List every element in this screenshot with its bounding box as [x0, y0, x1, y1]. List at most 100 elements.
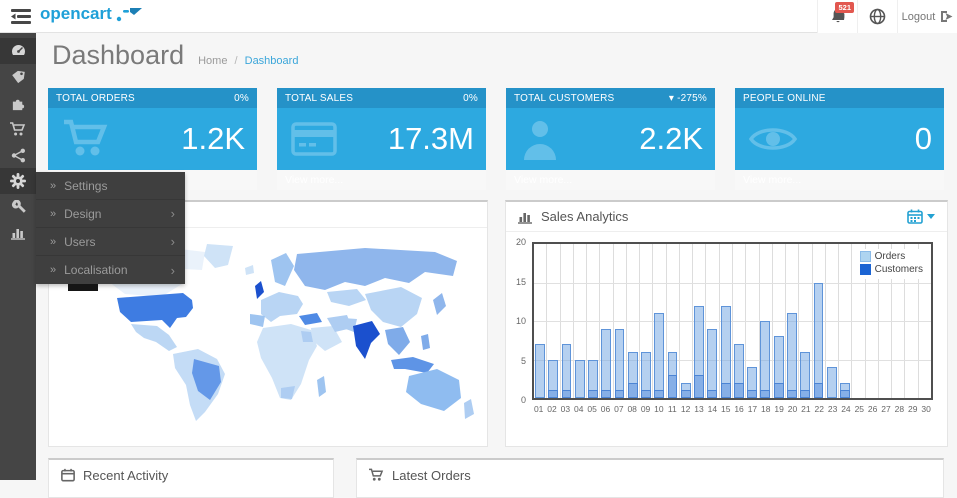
tile-title: TOTAL SALES — [285, 92, 354, 104]
breadcrumb-current-link[interactable]: Dashboard — [244, 55, 299, 67]
orders-swatch — [859, 251, 871, 262]
tile-value: 0 — [914, 121, 932, 156]
sidebar — [0, 33, 36, 480]
user-icon — [524, 121, 556, 160]
caret-down-icon — [927, 214, 935, 219]
customers-bar — [548, 390, 559, 398]
sidebar-item-tools[interactable] — [0, 194, 36, 220]
x-tick-label: 11 — [667, 404, 677, 414]
catalog-tag-icon — [11, 70, 25, 83]
sales-chart-x-axis: 01 02 03 04 05 06 07 08 09 10 11 12 13 14 15 16 17 18 19 20… — [532, 404, 933, 414]
customers-bar — [654, 390, 665, 398]
x-tick-label: 19 — [774, 404, 784, 414]
bar-chart-icon — [518, 212, 532, 224]
customers-bar — [680, 390, 691, 398]
x-tick-label: 22 — [814, 404, 824, 414]
customers-bar — [707, 390, 718, 398]
panel-title: Recent Activity — [83, 467, 169, 483]
tile-badge: ▾ -275% — [668, 92, 707, 104]
customers-swatch — [859, 264, 871, 275]
menu-item-settings[interactable]: » Settings — [36, 172, 185, 200]
double-chevron-icon: » — [50, 207, 57, 220]
x-tick-label: 20 — [787, 404, 798, 414]
tile-people-online: PEOPLE ONLINE 0 View more... — [735, 88, 944, 190]
x-tick-label: 18 — [761, 404, 771, 414]
sidebar-item-marketing[interactable] — [0, 142, 36, 168]
tile-title: TOTAL CUSTOMERS — [514, 92, 615, 104]
sidebar-item-reports[interactable] — [0, 220, 36, 246]
sidebar-item-system[interactable] — [0, 168, 36, 194]
orders-bar — [707, 328, 718, 398]
sidebar-item-sales[interactable] — [0, 116, 36, 142]
x-tick-label: 10 — [654, 404, 664, 414]
tile-badge: 0% — [234, 92, 249, 104]
chevron-right-icon: › — [170, 262, 175, 278]
date-range-button[interactable] — [907, 209, 935, 224]
tools-wrench-icon — [11, 199, 26, 213]
sales-cart-icon — [10, 121, 26, 135]
chevron-right-icon: › — [170, 206, 175, 221]
tile-title: TOTAL ORDERS — [56, 92, 135, 104]
orders-bar — [826, 367, 837, 398]
menu-toggle-icon[interactable] — [11, 7, 33, 26]
breadcrumb-home-link[interactable]: Home — [198, 55, 228, 67]
sales-chart: 0 5 10 15 20 Orders Customers 01 02 03 04 05 06 07… — [506, 232, 947, 446]
chevron-right-icon: › — [170, 234, 175, 249]
sales-analytics-panel: Sales Analytics 0 5 10 15 20 Orders — [505, 200, 948, 447]
x-tick-label: 25 — [854, 404, 865, 414]
x-tick-label: 12 — [680, 404, 691, 414]
menu-item-localisation[interactable]: » Localisation › — [36, 256, 185, 284]
calendar-icon — [61, 468, 75, 482]
x-tick-label: 02 — [547, 404, 557, 414]
view-more-link[interactable]: View more... — [277, 170, 486, 190]
logo-cart-icon — [116, 8, 142, 22]
x-tick-label: 13 — [694, 404, 704, 414]
orders-bar — [574, 359, 585, 398]
panel-title: Sales Analytics — [541, 209, 629, 224]
tile-badge: 0% — [463, 92, 478, 104]
logout-label: Logout — [901, 10, 936, 23]
customers-bar — [800, 390, 811, 398]
top-navbar: opencart 521 Logout — [0, 0, 957, 33]
opencart-logo[interactable]: opencart — [40, 4, 142, 24]
customers-bar — [813, 382, 824, 398]
logo-text: opencart — [40, 4, 112, 23]
customers-bar — [614, 390, 625, 398]
logout-button[interactable]: Logout — [897, 0, 957, 33]
legend-label-orders: Orders — [874, 251, 906, 262]
marketing-share-icon — [11, 148, 25, 162]
menu-item-users[interactable]: » Users › — [36, 228, 185, 256]
tile-value: 2.2K — [639, 121, 703, 156]
customers-bar — [601, 390, 612, 398]
double-chevron-icon: » — [50, 179, 57, 192]
customers-bar — [694, 374, 704, 398]
recent-activity-panel: Recent Activity — [48, 458, 334, 498]
sidebar-item-extensions[interactable] — [0, 90, 36, 116]
x-tick-label: 16 — [734, 404, 744, 414]
tile-title: PEOPLE ONLINE — [743, 92, 826, 104]
x-tick-label: 08 — [627, 404, 637, 414]
sidebar-item-catalog[interactable] — [0, 64, 36, 90]
sales-chart-plot: Orders Customers — [532, 242, 933, 400]
language-button[interactable] — [857, 0, 897, 33]
breadcrumb: Home / Dashboard — [198, 55, 298, 67]
customers-bar — [760, 390, 771, 398]
logout-icon — [941, 11, 953, 22]
notifications-button[interactable]: 521 — [817, 0, 857, 33]
menu-item-design[interactable]: » Design › — [36, 200, 185, 228]
panel-title: Latest Orders — [392, 467, 471, 483]
x-tick-label: 27 — [881, 404, 891, 414]
tile-value: 1.2K — [181, 121, 245, 156]
menu-item-label: Localisation — [64, 263, 128, 277]
customers-bar — [840, 390, 850, 398]
world-map[interactable] — [65, 242, 477, 422]
customers-bar — [787, 390, 797, 398]
page-title: Dashboard — [52, 40, 185, 70]
view-more-link[interactable]: View more... — [506, 170, 715, 190]
x-tick-label: 04 — [574, 404, 584, 414]
reports-chart-icon — [10, 229, 25, 240]
x-tick-label: 26 — [867, 404, 878, 414]
sidebar-item-dashboard[interactable] — [0, 38, 36, 64]
view-more-link[interactable]: View more... — [735, 170, 944, 190]
legend-label-customers: Customers — [874, 264, 923, 275]
